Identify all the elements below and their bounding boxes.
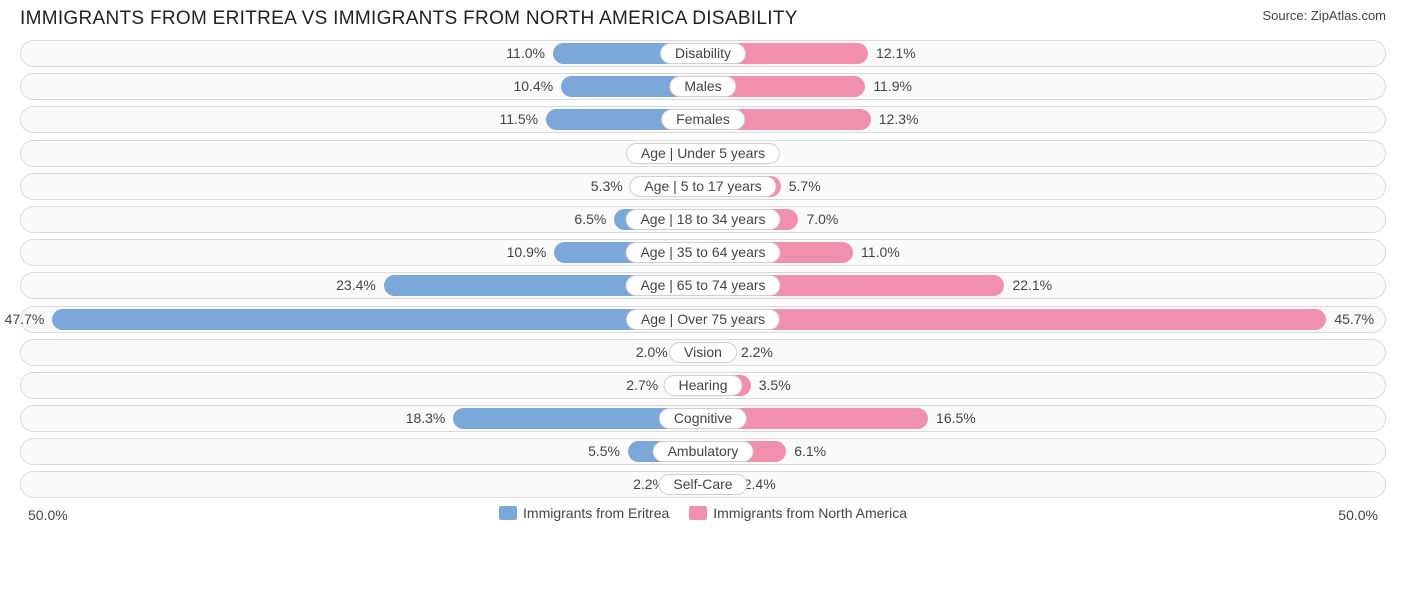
- chart-row: 11.5% 12.3% Females: [20, 106, 1386, 133]
- bar-left: [52, 309, 703, 330]
- chart-row: 23.4% 22.1% Age | 65 to 74 years: [20, 272, 1386, 299]
- value-left: 47.7%: [5, 307, 45, 334]
- value-right: 11.0%: [861, 240, 900, 267]
- axis-max-right: 50.0%: [1338, 507, 1378, 523]
- bar-right: [703, 309, 1326, 330]
- value-left: 23.4%: [336, 273, 376, 300]
- chart-row: 6.5% 7.0% Age | 18 to 34 years: [20, 206, 1386, 233]
- value-left: 11.0%: [506, 41, 545, 68]
- chart-row: 2.0% 2.2%Vision: [20, 339, 1386, 366]
- value-left: 11.5%: [499, 107, 538, 134]
- chart-row: 5.3% 5.7% Age | 5 to 17 years: [20, 173, 1386, 200]
- category-label: Females: [661, 109, 745, 130]
- value-left: 2.7%: [626, 373, 658, 400]
- category-label: Age | Over 75 years: [626, 309, 780, 330]
- category-label: Hearing: [663, 375, 742, 396]
- category-label: Ambulatory: [653, 441, 754, 462]
- category-label: Age | 5 to 17 years: [629, 176, 776, 197]
- axis-max-left: 50.0%: [28, 507, 68, 523]
- chart-source: Source: ZipAtlas.com: [1262, 8, 1386, 23]
- value-right: 2.2%: [741, 340, 773, 367]
- category-label: Vision: [669, 342, 737, 363]
- value-right: 2.4%: [744, 472, 776, 499]
- category-label: Age | 18 to 34 years: [625, 209, 780, 230]
- legend-label-right: Immigrants from North America: [713, 505, 907, 521]
- value-right: 3.5%: [759, 373, 791, 400]
- chart-row: 18.3% 16.5% Cognitive: [20, 405, 1386, 432]
- value-left: 6.5%: [574, 207, 606, 234]
- legend-swatch-right: [689, 506, 707, 520]
- value-right: 12.1%: [876, 41, 916, 68]
- chart-header: IMMIGRANTS FROM ERITREA VS IMMIGRANTS FR…: [0, 0, 1406, 34]
- chart-row: 5.5% 6.1% Ambulatory: [20, 438, 1386, 465]
- value-right: 12.3%: [879, 107, 919, 134]
- legend-item-left: Immigrants from Eritrea: [499, 505, 669, 521]
- category-label: Disability: [660, 43, 746, 64]
- chart-row: 10.9% 11.0% Age | 35 to 64 years: [20, 239, 1386, 266]
- value-left: 10.4%: [513, 74, 553, 101]
- chart-row: 11.0% 12.1% Disability: [20, 40, 1386, 67]
- legend-item-right: Immigrants from North America: [689, 505, 907, 521]
- category-label: Males: [669, 76, 736, 97]
- chart-row: 2.7% 3.5% Hearing: [20, 372, 1386, 399]
- diverging-bar-chart: 11.0% 12.1% Disability 10.4% 11.9% Males 11.5%…: [0, 34, 1406, 498]
- category-label: Self-Care: [658, 474, 747, 495]
- value-right: 7.0%: [806, 207, 838, 234]
- chart-row: 47.7%45.7%Age | Over 75 years: [20, 306, 1386, 333]
- value-right: 11.9%: [873, 74, 912, 101]
- value-left: 18.3%: [406, 406, 446, 433]
- value-right: 6.1%: [794, 439, 826, 466]
- value-left: 2.0%: [636, 340, 668, 367]
- category-label: Age | Under 5 years: [626, 143, 780, 164]
- chart-row: 1.2%1.4%Age | Under 5 years: [20, 140, 1386, 167]
- category-label: Age | 35 to 64 years: [625, 242, 780, 263]
- category-label: Cognitive: [659, 408, 747, 429]
- value-right: 22.1%: [1012, 273, 1052, 300]
- value-left: 5.3%: [591, 174, 623, 201]
- category-label: Age | 65 to 74 years: [625, 275, 780, 296]
- value-right: 16.5%: [936, 406, 976, 433]
- chart-title: IMMIGRANTS FROM ERITREA VS IMMIGRANTS FR…: [20, 8, 798, 30]
- value-right: 5.7%: [789, 174, 821, 201]
- value-left: 5.5%: [588, 439, 620, 466]
- chart-row: 10.4% 11.9% Males: [20, 73, 1386, 100]
- value-left: 10.9%: [507, 240, 547, 267]
- legend: Immigrants from Eritrea Immigrants from …: [499, 505, 907, 521]
- legend-label-left: Immigrants from Eritrea: [523, 505, 669, 521]
- legend-swatch-left: [499, 506, 517, 520]
- value-right: 45.7%: [1334, 307, 1374, 334]
- chart-footer: 50.0% Immigrants from Eritrea Immigrants…: [0, 505, 1406, 533]
- chart-row: 2.2%2.4%Self-Care: [20, 471, 1386, 498]
